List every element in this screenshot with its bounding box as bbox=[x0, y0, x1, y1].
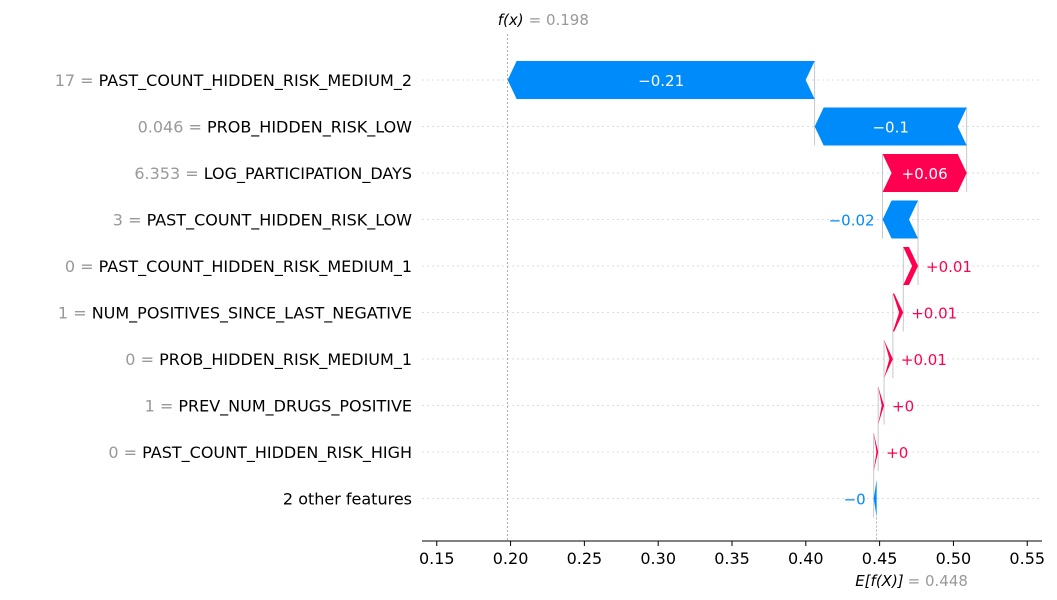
feature-label: 6.353 = LOG_PARTICIPATION_DAYS bbox=[134, 164, 412, 184]
feature-name: PAST_COUNT_HIDDEN_RISK_LOW bbox=[147, 211, 413, 231]
waterfall-bar bbox=[873, 479, 877, 518]
fx-label: f(x) bbox=[498, 11, 524, 29]
x-tick-label: 0.35 bbox=[714, 549, 750, 568]
bar-value-label: −0.02 bbox=[829, 212, 875, 230]
feature-label: 17 = PAST_COUNT_HIDDEN_RISK_MEDIUM_2 bbox=[55, 71, 412, 91]
feature-name: NUM_POSITIVES_SINCE_LAST_NEGATIVE bbox=[92, 304, 412, 324]
bar-value-label: +0.01 bbox=[911, 305, 957, 323]
feature-label: 1 = PREV_NUM_DRUGS_POSITIVE bbox=[145, 397, 412, 417]
waterfall-bar bbox=[884, 340, 893, 378]
bar-value-label: −0 bbox=[844, 491, 866, 509]
x-tick-label: 0.40 bbox=[788, 549, 824, 568]
reference-lines bbox=[507, 34, 968, 541]
feature-name: PAST_COUNT_HIDDEN_RISK_MEDIUM_2 bbox=[99, 71, 412, 91]
feature-label: 0 = PAST_COUNT_HIDDEN_RISK_HIGH bbox=[108, 443, 412, 463]
bar-value-label: −0.1 bbox=[872, 119, 908, 137]
feature-value: 6.353 = bbox=[134, 164, 203, 183]
waterfall-bar bbox=[882, 200, 918, 239]
waterfall-bar bbox=[882, 154, 967, 192]
waterfall-bar bbox=[507, 61, 815, 99]
feature-label: 1 = NUM_POSITIVES_SINCE_LAST_NEGATIVE bbox=[58, 304, 412, 324]
feature-value: 1 = bbox=[58, 304, 92, 323]
waterfall-bar bbox=[903, 247, 918, 285]
waterfall-bar bbox=[873, 433, 879, 471]
x-tick-label: 0.15 bbox=[419, 549, 455, 568]
feature-name: PROB_HIDDEN_RISK_LOW bbox=[207, 118, 412, 138]
feature-value: 0 = bbox=[65, 257, 99, 276]
efx-value: = 0.448 bbox=[908, 572, 968, 590]
waterfall-bar bbox=[892, 293, 904, 332]
bar-value-label: +0.01 bbox=[901, 351, 947, 369]
bars: −0.21 −0.1 +0.06 −0.02 +0.01 +0.01 +0.01 +0 +0 −0 bbox=[507, 61, 972, 518]
bar-value-label: +0.01 bbox=[926, 258, 972, 276]
feature-value: 0 = bbox=[108, 443, 142, 462]
feature-name: PREV_NUM_DRUGS_POSITIVE bbox=[178, 397, 412, 417]
x-tick-label: 0.45 bbox=[862, 549, 898, 568]
x-tick-label: 0.20 bbox=[493, 549, 529, 568]
feature-label: 2 other features bbox=[283, 490, 412, 509]
feature-label: 0.046 = PROB_HIDDEN_RISK_LOW bbox=[138, 118, 413, 138]
bar-value-label: +0.06 bbox=[902, 165, 948, 183]
fx-value: = 0.198 bbox=[529, 11, 589, 29]
feature-value: 0 = bbox=[125, 350, 159, 369]
waterfall-bar bbox=[814, 107, 967, 146]
x-tick-label: 0.50 bbox=[936, 549, 972, 568]
feature-name: PAST_COUNT_HIDDEN_RISK_HIGH bbox=[142, 443, 412, 463]
efx-label: E[f(X)] bbox=[855, 572, 904, 590]
feature-value: 17 = bbox=[55, 71, 99, 90]
fx-annotation: f(x) = 0.198 bbox=[498, 11, 589, 29]
feature-name: PROB_HIDDEN_RISK_MEDIUM_1 bbox=[159, 350, 412, 370]
feature-label: 0 = PROB_HIDDEN_RISK_MEDIUM_1 bbox=[125, 350, 412, 370]
bar-value-label: +0 bbox=[892, 398, 914, 416]
feature-value: 0.046 = bbox=[138, 118, 207, 137]
bar-value-label: −0.21 bbox=[638, 72, 684, 90]
feature-value: 1 = bbox=[145, 397, 179, 416]
feature-name: 2 other features bbox=[283, 490, 412, 509]
feature-value: 3 = bbox=[113, 211, 147, 230]
bar-value-label: +0 bbox=[886, 444, 908, 462]
x-axis: 0.15 0.20 0.25 0.30 0.35 0.40 0.45 0.50 0.55 E[f(… bbox=[419, 540, 1045, 590]
feature-name: PAST_COUNT_HIDDEN_RISK_MEDIUM_1 bbox=[99, 257, 412, 277]
waterfall-bar bbox=[878, 386, 885, 425]
feature-label: 3 = PAST_COUNT_HIDDEN_RISK_LOW bbox=[113, 211, 412, 231]
x-tick-label: 0.30 bbox=[640, 549, 676, 568]
x-tick-label: 0.25 bbox=[567, 549, 603, 568]
x-tick-label: 0.55 bbox=[1009, 549, 1045, 568]
feature-labels: 17 = PAST_COUNT_HIDDEN_RISK_MEDIUM_2 0.04… bbox=[55, 71, 412, 509]
feature-label: 0 = PAST_COUNT_HIDDEN_RISK_MEDIUM_1 bbox=[65, 257, 412, 277]
feature-name: LOG_PARTICIPATION_DAYS bbox=[204, 164, 412, 184]
